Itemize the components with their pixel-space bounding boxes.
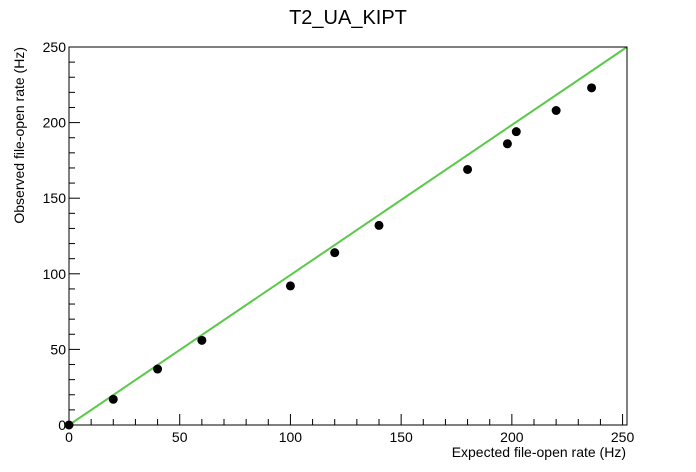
data-point [330, 248, 340, 258]
y-tick-label: 250 [43, 39, 67, 55]
x-tick-label: 250 [611, 429, 635, 445]
data-point [108, 394, 118, 404]
x-tick-label: 150 [389, 429, 413, 445]
y-axis-title: Observed file-open rate (Hz) [11, 47, 27, 224]
x-tick-label: 200 [500, 429, 524, 445]
data-point [197, 335, 207, 345]
x-tick-label: 0 [65, 429, 73, 445]
x-tick-label: 100 [279, 429, 303, 445]
fit-line [68, 46, 628, 426]
y-tick-label: 0 [58, 417, 66, 433]
data-point [511, 127, 521, 137]
plot-frame [68, 46, 628, 426]
plot-area [64, 46, 628, 430]
data-point [463, 164, 473, 174]
data-point [285, 281, 295, 291]
data-point [374, 220, 384, 230]
x-axis-title: Expected file-open rate (Hz) [452, 444, 626, 460]
data-point [153, 364, 163, 374]
chart-title: T2_UA_KIPT [289, 7, 407, 29]
data-point [587, 83, 597, 93]
data-point [502, 139, 512, 149]
y-tick-label: 50 [50, 341, 66, 357]
x-tick-label: 50 [172, 429, 188, 445]
y-tick-label: 100 [43, 266, 67, 282]
y-tick-label: 150 [43, 190, 67, 206]
data-point [551, 106, 561, 116]
axes: 0 50 100 150 200 250 0 50 100 150 200 250 [43, 39, 635, 445]
y-tick-label: 200 [43, 115, 67, 131]
